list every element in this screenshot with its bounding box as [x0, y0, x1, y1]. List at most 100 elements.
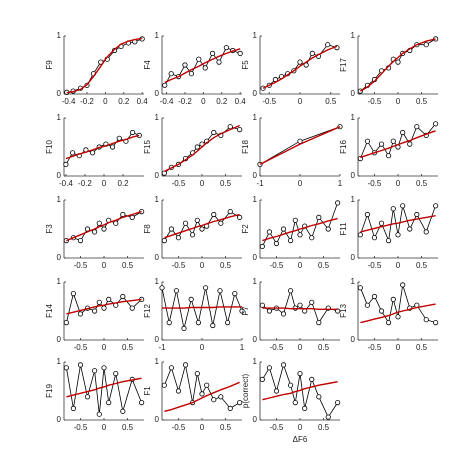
data-point	[395, 232, 401, 238]
x-tick-label: 0.4	[137, 97, 149, 106]
data-point	[109, 144, 116, 150]
data-point	[335, 200, 341, 206]
y-axis-label: F7	[241, 306, 250, 316]
y-tick-label: 0	[253, 415, 258, 424]
data-point	[302, 308, 308, 314]
panel: 0 1 -0.5 0 0.5 F11	[339, 195, 439, 270]
x-tick-label: 0.4	[235, 97, 247, 106]
y-tick-label: 1	[351, 31, 356, 40]
x-tick-label: 0.2	[216, 97, 228, 106]
x-tick-label: 0	[102, 261, 107, 270]
x-tick-label: 0	[200, 423, 205, 432]
x-tick-label: 0.2	[118, 97, 130, 106]
data-point	[400, 203, 406, 209]
data-point	[159, 285, 165, 291]
data-point	[364, 138, 371, 144]
data-point	[63, 365, 69, 371]
series-line	[164, 48, 241, 84]
data-point	[101, 365, 107, 371]
data-point	[194, 370, 200, 377]
x-tick-label: 0	[396, 179, 401, 188]
y-tick-label: 1	[351, 277, 356, 286]
data-point	[325, 414, 331, 420]
y-axis-label: F13	[339, 304, 348, 318]
y-tick-label: 0	[57, 171, 62, 180]
data-point	[210, 322, 216, 329]
data-point	[173, 288, 179, 294]
data-point	[196, 56, 202, 62]
x-tick-label: 0	[396, 343, 401, 352]
panel: 0 1 -0.5 0 0.5 F3	[45, 195, 145, 270]
x-tick-label: 0.5	[416, 343, 428, 352]
y-tick-label: 0	[253, 171, 258, 180]
x-tick-label: 0	[298, 423, 303, 432]
panel: 0 1 -0.5 0 0.5 F14	[45, 277, 145, 352]
series-line	[65, 134, 140, 160]
data-point	[390, 206, 396, 212]
y-tick-label: 0	[351, 89, 356, 98]
data-point	[287, 382, 294, 388]
panel: 0 1 -0.5 0 0.5 F5	[241, 31, 340, 106]
y-tick-label: 1	[57, 31, 62, 40]
data-point	[364, 211, 371, 218]
data-point	[292, 399, 298, 406]
panel: 0 1 -0.5 0 0.5 F19	[45, 357, 145, 432]
x-tick-label: 0	[103, 97, 108, 106]
data-point	[407, 226, 413, 232]
series-line	[360, 38, 436, 92]
y-tick-label: 0	[155, 335, 160, 344]
data-point	[218, 394, 224, 400]
data-point	[227, 405, 233, 411]
data-point	[199, 391, 205, 397]
data-point	[357, 232, 363, 238]
x-tick-label: -0.5	[368, 97, 382, 106]
y-tick-label: 0	[57, 415, 62, 424]
data-point	[70, 405, 77, 411]
y-tick-label: 1	[253, 277, 258, 286]
data-point	[96, 411, 102, 417]
x-tick-label: -1	[256, 179, 264, 188]
x-tick-label: -0.5	[368, 179, 382, 188]
data-point	[433, 319, 439, 326]
y-axis-label: F11	[339, 222, 348, 236]
y-tick-label: 0	[351, 253, 356, 262]
data-point	[77, 311, 84, 317]
x-tick-label: 0.5	[318, 261, 330, 270]
panel: 0 1 -0.4 -0.2 0 0.2 0.4 F9	[45, 31, 148, 106]
data-point	[194, 144, 200, 150]
data-point	[309, 235, 315, 241]
data-point	[364, 302, 371, 308]
data-point	[188, 296, 194, 302]
x-tick-label: -0.2	[178, 97, 192, 106]
data-point	[139, 399, 145, 406]
series-line	[262, 45, 338, 89]
data-point	[129, 305, 135, 311]
x-tick-label: -0.5	[172, 261, 186, 270]
x-tick-label: -0.5	[74, 343, 88, 352]
series-line	[161, 287, 243, 329]
data-point	[129, 129, 136, 136]
y-tick-label: 1	[253, 31, 258, 40]
data-point	[101, 226, 107, 232]
y-axis-label: F16	[339, 140, 348, 154]
data-point	[129, 214, 135, 220]
y-tick-label: 0	[57, 335, 62, 344]
data-point	[70, 290, 77, 297]
data-point	[273, 240, 280, 247]
data-point	[63, 161, 69, 167]
x-tick-label: -0.5	[172, 423, 186, 432]
data-point	[325, 226, 331, 232]
data-point	[120, 211, 126, 218]
y-tick-label: 0	[155, 171, 160, 180]
series-line	[164, 381, 240, 412]
y-tick-label: 1	[253, 195, 258, 204]
data-point	[204, 382, 210, 388]
y-tick-label: 0	[351, 335, 356, 344]
x-tick-label: 0.5	[416, 179, 428, 188]
data-point	[390, 296, 396, 302]
data-point	[433, 203, 439, 209]
data-point	[309, 299, 315, 305]
x-tick-label: 0	[200, 343, 205, 352]
data-point	[195, 319, 201, 326]
